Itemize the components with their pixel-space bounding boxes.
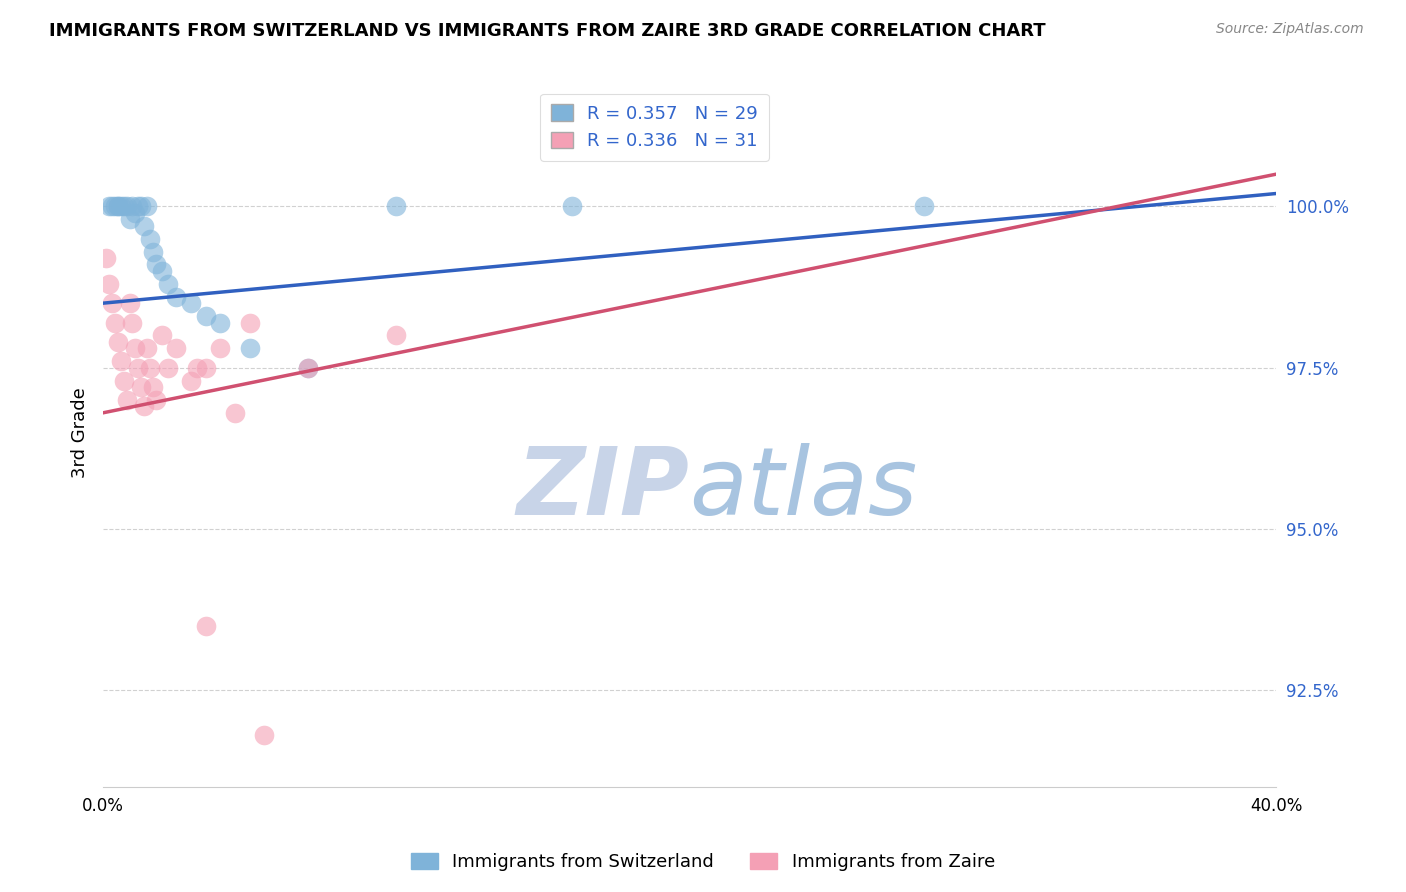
Point: [139, 232, 162, 246]
Point: [150, 264, 173, 278]
Point: [209, 341, 232, 355]
Point: [118, 296, 141, 310]
Point: [165, 290, 187, 304]
Point: [134, 219, 156, 233]
Point: [239, 316, 262, 330]
Point: [124, 206, 146, 220]
Point: [136, 199, 159, 213]
Point: [150, 328, 173, 343]
Text: Source: ZipAtlas.com: Source: ZipAtlas.com: [1216, 22, 1364, 37]
Legend: Immigrants from Switzerland, Immigrants from Zaire: Immigrants from Switzerland, Immigrants …: [404, 846, 1002, 879]
Point: [94, 251, 117, 265]
Point: [98, 277, 121, 291]
Text: ZIP: ZIP: [517, 443, 689, 535]
Point: [139, 360, 162, 375]
Point: [121, 316, 143, 330]
Point: [136, 341, 159, 355]
Point: [385, 199, 408, 213]
Point: [224, 406, 246, 420]
Point: [129, 380, 152, 394]
Point: [194, 618, 217, 632]
Point: [118, 212, 141, 227]
Point: [115, 199, 138, 213]
Point: [145, 392, 167, 407]
Point: [194, 360, 217, 375]
Legend: R = 0.357   N = 29, R = 0.336   N = 31: R = 0.357 N = 29, R = 0.336 N = 31: [540, 94, 769, 161]
Point: [186, 360, 208, 375]
Point: [104, 199, 127, 213]
Point: [127, 199, 149, 213]
Point: [209, 316, 232, 330]
Point: [101, 199, 124, 213]
Point: [121, 199, 143, 213]
Point: [156, 277, 179, 291]
Point: [110, 354, 132, 368]
Point: [297, 360, 319, 375]
Y-axis label: 3rd Grade: 3rd Grade: [72, 387, 89, 477]
Point: [142, 244, 165, 259]
Point: [98, 199, 121, 213]
Text: IMMIGRANTS FROM SWITZERLAND VS IMMIGRANTS FROM ZAIRE 3RD GRADE CORRELATION CHART: IMMIGRANTS FROM SWITZERLAND VS IMMIGRANT…: [49, 22, 1046, 40]
Point: [110, 199, 132, 213]
Point: [165, 341, 187, 355]
Point: [385, 328, 408, 343]
Point: [180, 374, 202, 388]
Point: [142, 380, 165, 394]
Point: [134, 400, 156, 414]
Point: [180, 296, 202, 310]
Point: [912, 199, 935, 213]
Point: [112, 199, 135, 213]
Point: [104, 316, 127, 330]
Point: [156, 360, 179, 375]
Point: [107, 199, 129, 213]
Point: [129, 199, 152, 213]
Text: atlas: atlas: [689, 443, 918, 534]
Point: [115, 392, 138, 407]
Point: [297, 360, 319, 375]
Point: [107, 334, 129, 349]
Point: [107, 199, 129, 213]
Point: [101, 296, 124, 310]
Point: [194, 309, 217, 323]
Point: [561, 199, 583, 213]
Point: [112, 374, 135, 388]
Point: [124, 341, 146, 355]
Point: [127, 360, 149, 375]
Point: [239, 341, 262, 355]
Point: [253, 728, 276, 742]
Point: [145, 257, 167, 271]
